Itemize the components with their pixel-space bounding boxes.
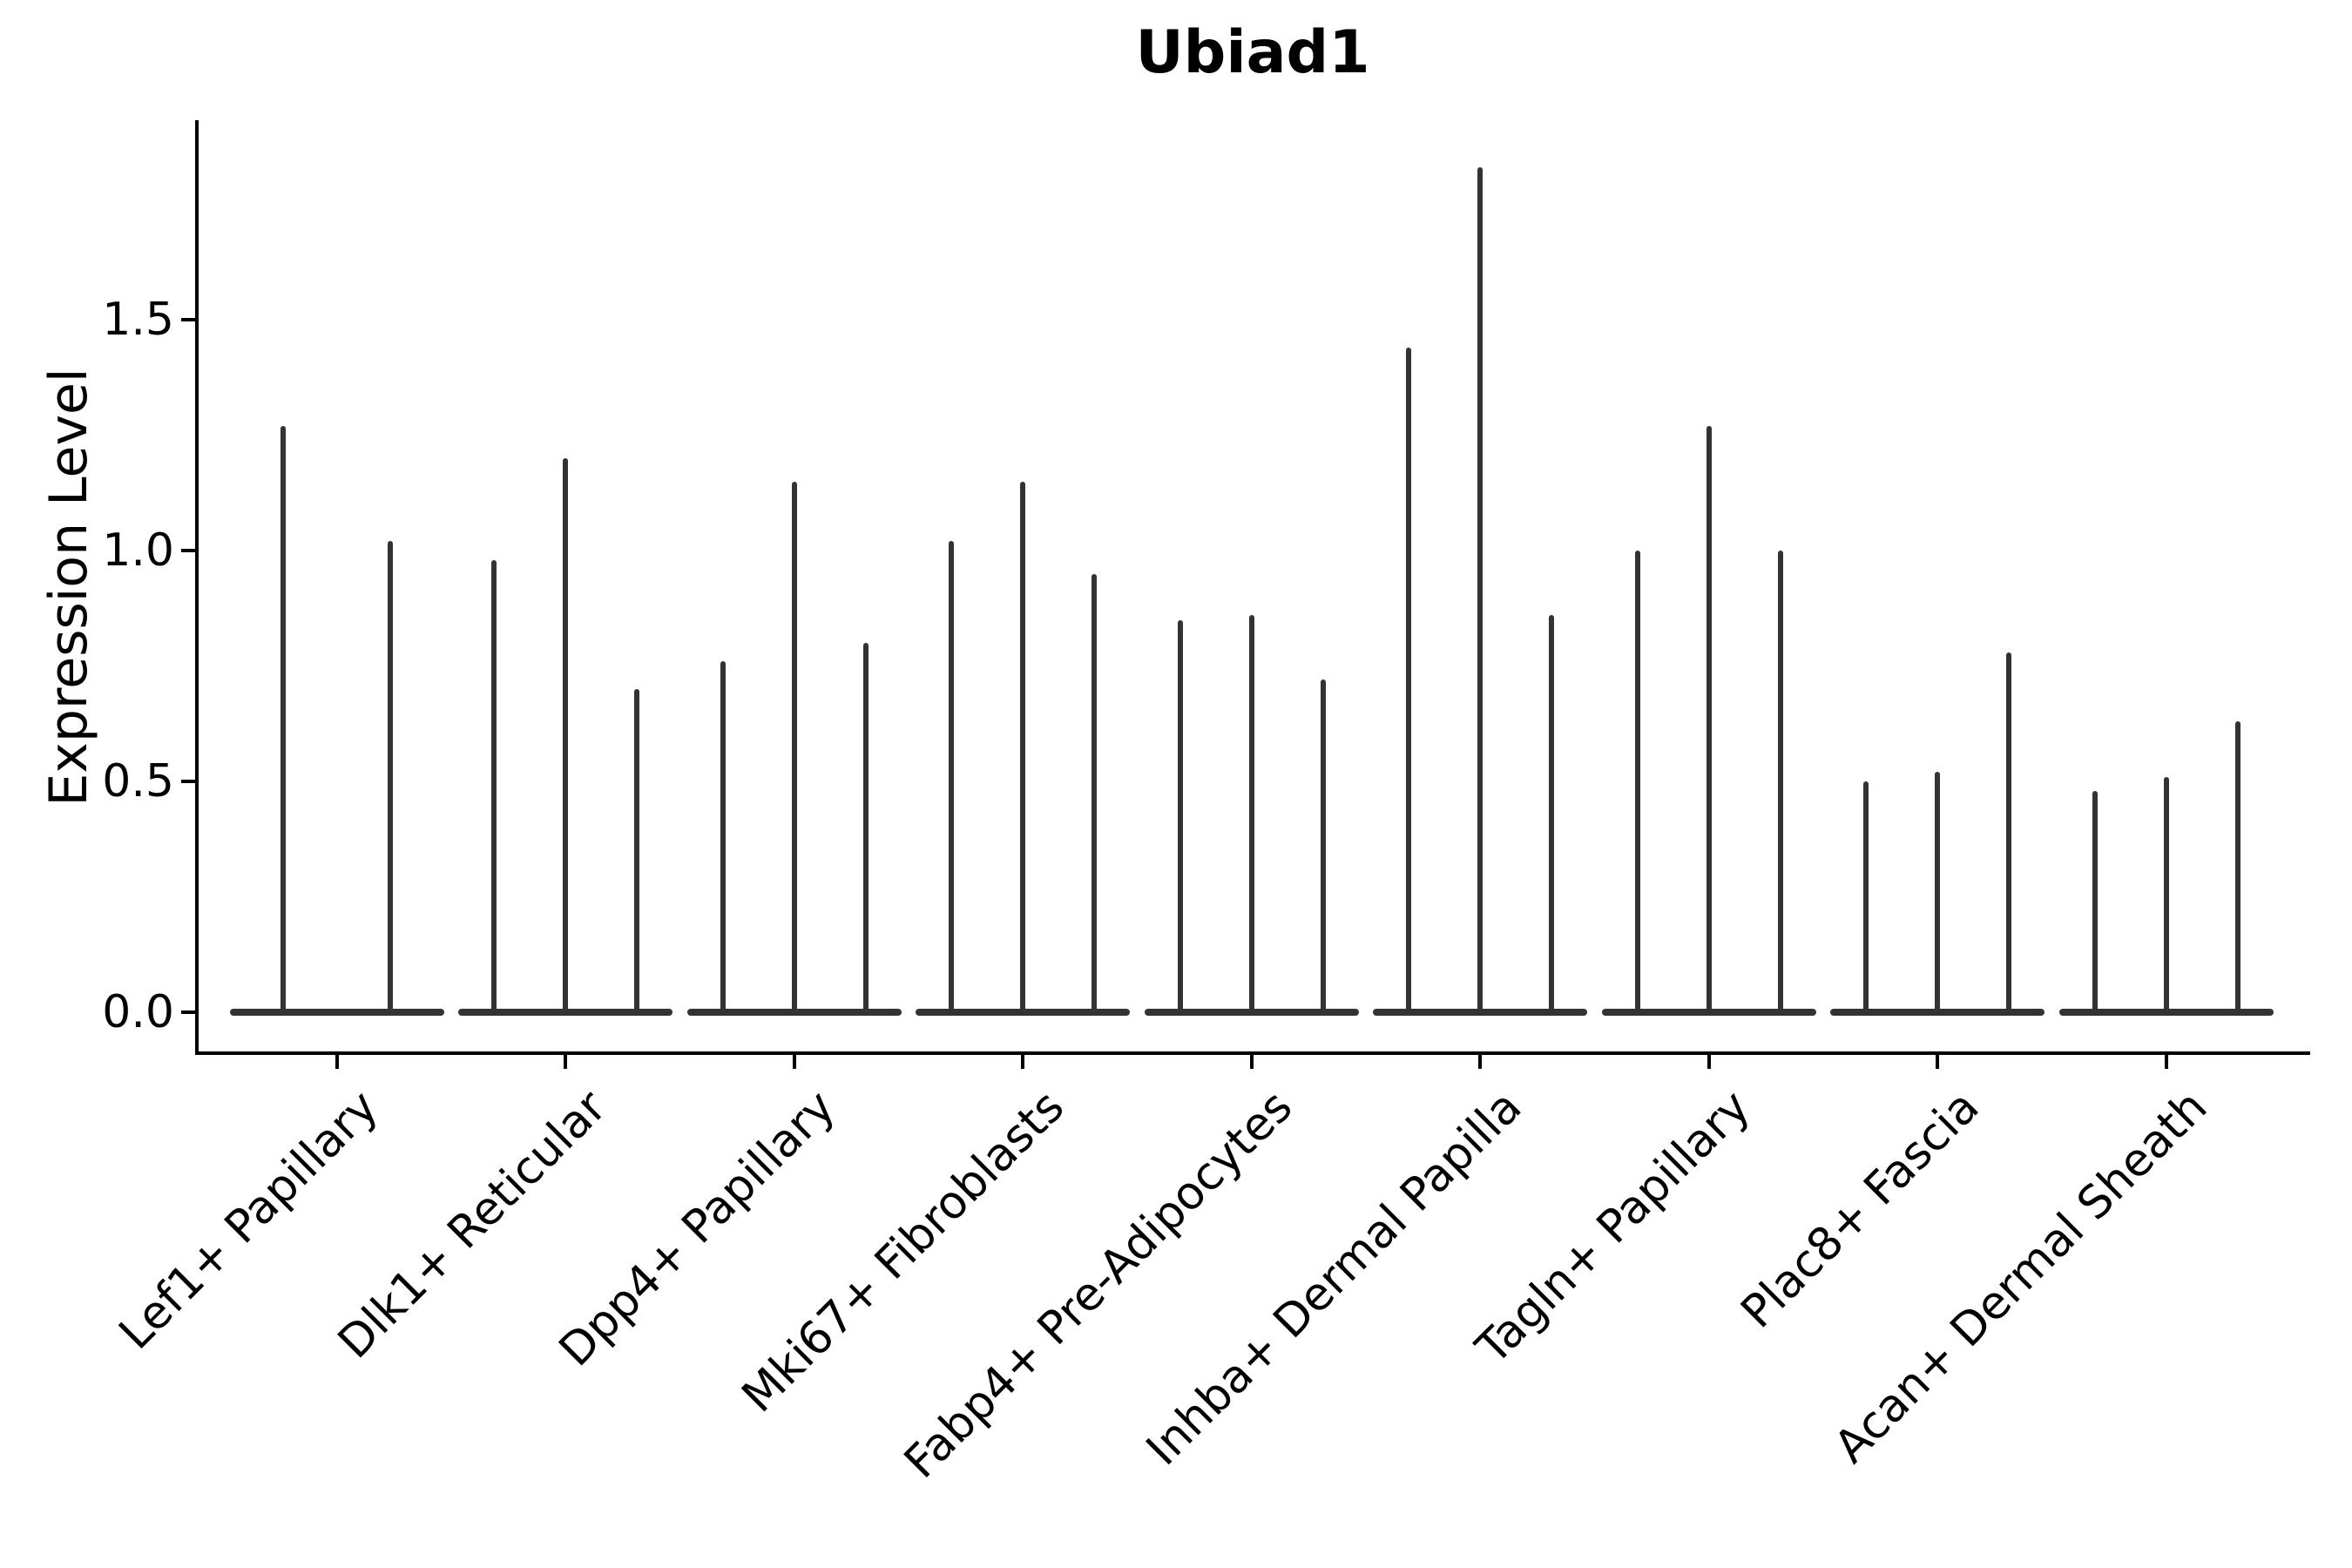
violin <box>1706 425 1712 1012</box>
x-tick-mark <box>1478 1055 1482 1069</box>
violin-group-base <box>1601 1009 1816 1016</box>
violin <box>1935 772 1940 1012</box>
violin-group-base <box>458 1009 672 1016</box>
x-tick-label: Plac8+ Fascia <box>1731 1080 1990 1339</box>
violin <box>949 541 954 1012</box>
violin-group-base <box>686 1009 902 1016</box>
y-tick-label: 0.0 <box>102 986 174 1038</box>
y-axis-spine <box>195 120 199 1055</box>
violin <box>1092 573 1097 1012</box>
x-tick-mark <box>1936 1055 1939 1069</box>
violin <box>1177 619 1183 1012</box>
x-tick-mark <box>564 1055 567 1069</box>
x-tick-label: Acan+ Dermal Sheath <box>1824 1080 2218 1474</box>
violin-group-base <box>1144 1009 1359 1016</box>
violin-group-base <box>2058 1009 2274 1016</box>
violin <box>1863 781 1869 1012</box>
violin <box>862 643 868 1012</box>
violin-group-base <box>1830 1009 2044 1016</box>
violin <box>2234 721 2240 1012</box>
violin-group-base <box>916 1009 1130 1016</box>
violin <box>1634 551 1640 1012</box>
x-tick-mark <box>2164 1055 2168 1069</box>
x-tick-mark <box>1707 1055 1711 1069</box>
violin <box>1549 615 1554 1012</box>
y-axis-title: Expression Level <box>38 368 99 807</box>
chart-title: Ubiad1 <box>1135 18 1370 87</box>
violin <box>2006 652 2011 1012</box>
y-tick-mark <box>181 780 195 783</box>
y-tick-label: 1.0 <box>102 524 174 577</box>
violin <box>634 689 639 1012</box>
x-tick-label: Inhba+ Dermal Papilla <box>1136 1080 1532 1477</box>
violin <box>1777 551 1783 1012</box>
violin <box>1477 167 1483 1012</box>
y-tick-label: 1.5 <box>102 294 174 346</box>
y-tick-mark <box>181 318 195 321</box>
violin <box>563 458 568 1012</box>
violin-group-base <box>229 1009 444 1016</box>
x-axis-spine <box>195 1051 2310 1055</box>
violin <box>1248 615 1254 1012</box>
violin <box>280 425 286 1012</box>
violin-group-base <box>1373 1009 1587 1016</box>
violin <box>1020 481 1025 1012</box>
x-tick-mark <box>335 1055 339 1069</box>
y-tick-mark <box>181 549 195 552</box>
x-tick-mark <box>1021 1055 1024 1069</box>
violin <box>791 481 797 1012</box>
violin <box>720 661 726 1012</box>
x-tick-mark <box>1249 1055 1254 1069</box>
violin <box>1406 347 1411 1012</box>
violin <box>491 559 497 1012</box>
x-tick-mark <box>792 1055 796 1069</box>
y-tick-label: 0.5 <box>102 755 174 808</box>
y-tick-mark <box>181 1010 195 1014</box>
violin <box>2163 776 2169 1012</box>
x-tick-label: Fabp4+ Pre-Adipocytes <box>895 1080 1303 1489</box>
violin <box>2092 790 2098 1012</box>
violin <box>388 541 393 1012</box>
violin <box>1320 679 1326 1012</box>
